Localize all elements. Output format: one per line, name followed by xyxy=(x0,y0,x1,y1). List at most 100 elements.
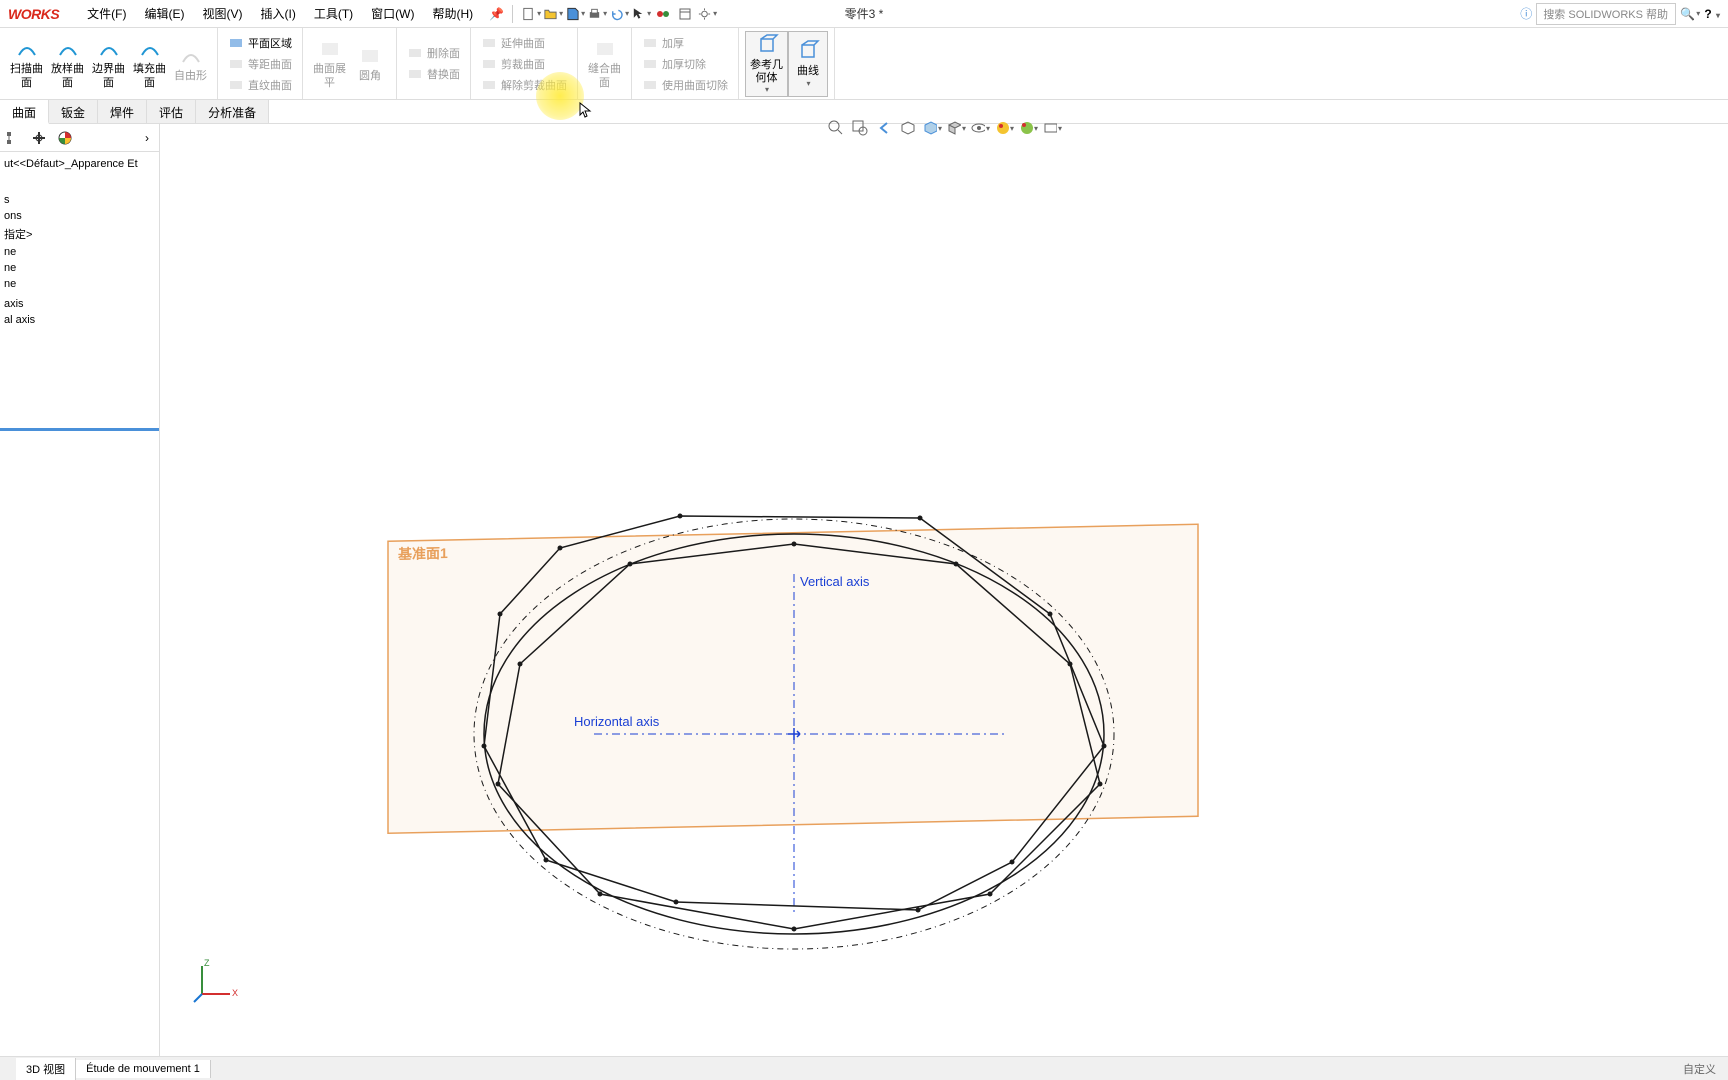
rg5-item-0: 延伸曲面 xyxy=(477,33,571,53)
select-icon[interactable]: ▾ xyxy=(631,4,651,24)
app-logo: WORKS xyxy=(0,6,67,22)
rg2-item-1: 等距曲面 xyxy=(224,54,296,74)
rebuild-icon[interactable] xyxy=(653,4,673,24)
ribbon-btn-4: 自由形 xyxy=(170,31,211,97)
settings-icon[interactable]: ▾ xyxy=(697,4,717,24)
rg7-item-2: 使用曲面切除 xyxy=(638,75,732,95)
tab-4[interactable]: 分析准备 xyxy=(196,100,269,123)
section-view-icon[interactable] xyxy=(898,118,918,138)
ribbon: 扫描曲 面放样曲 面边界曲 面填充曲 面自由形 平面区域等距曲面直纹曲面 曲面展… xyxy=(0,28,1728,100)
menu-window[interactable]: 窗口(W) xyxy=(363,1,422,26)
pin-icon[interactable]: 📌 xyxy=(489,7,504,21)
rg5-item-1: 剪裁曲面 xyxy=(477,54,571,74)
ribbon-group-region: 平面区域等距曲面直纹曲面 xyxy=(218,28,303,99)
menu-help[interactable]: 帮助(H) xyxy=(424,1,481,26)
tree-item-7[interactable]: axis xyxy=(0,296,159,312)
side-tabs: › xyxy=(0,124,159,152)
view-orient-icon[interactable]: ▾ xyxy=(922,118,942,138)
menu-view[interactable]: 视图(V) xyxy=(195,1,251,26)
tree-item-8[interactable]: al axis xyxy=(0,312,159,328)
ribbon-group-4: 删除面替换面 xyxy=(397,28,471,99)
divider xyxy=(512,5,513,23)
display-style-icon[interactable]: ▾ xyxy=(946,118,966,138)
ribbon-btn-2[interactable]: 边界曲 面 xyxy=(88,31,129,97)
ribbon-btn-1[interactable]: 放样曲 面 xyxy=(47,31,88,97)
vertical-axis-label: Vertical axis xyxy=(800,574,870,589)
rg3-btn-0: 曲面展 平 xyxy=(309,31,350,97)
bottom-tab-3dview[interactable]: 3D 视图 xyxy=(16,1058,76,1080)
edit-appearance-icon[interactable]: ▾ xyxy=(994,118,1014,138)
rg7-item-1: 加厚切除 xyxy=(638,54,732,74)
rg2-item-0[interactable]: 平面区域 xyxy=(224,33,296,53)
plane-label: 基准面1 xyxy=(398,545,448,562)
view-triad[interactable]: Z X xyxy=(190,956,240,1006)
menu-edit[interactable]: 编辑(E) xyxy=(137,1,193,26)
rg4-item-0: 删除面 xyxy=(403,43,464,63)
search-icon[interactable]: 🔍▾ xyxy=(1680,4,1700,24)
bottom-tab-motion[interactable]: Étude de mouvement 1 xyxy=(76,1060,211,1078)
model-canvas: 基准面1 Vertical axis Horizontal axis xyxy=(160,124,1728,1056)
tab-1[interactable]: 钣金 xyxy=(49,100,98,123)
bottom-tabs: 3D 视图 Étude de mouvement 1 自定义 xyxy=(0,1056,1728,1080)
ribbon-group-ref: 参考几 何体▾曲线▾ xyxy=(739,28,835,99)
tree-item-5[interactable]: ne xyxy=(0,276,159,292)
ribbon-ref-1[interactable]: 曲线▾ xyxy=(788,31,828,97)
menu-file[interactable]: 文件(F) xyxy=(79,1,134,26)
zoom-area-icon[interactable] xyxy=(850,118,870,138)
save-icon[interactable]: ▾ xyxy=(565,4,585,24)
svg-text:Z: Z xyxy=(204,958,210,968)
ribbon-ref-0[interactable]: 参考几 何体▾ xyxy=(745,31,788,97)
help-icon[interactable]: ⓘ xyxy=(1520,5,1532,22)
apply-scene-icon[interactable]: ▾ xyxy=(1018,118,1038,138)
menu-tools[interactable]: 工具(T) xyxy=(306,1,361,26)
prev-view-icon[interactable] xyxy=(874,118,894,138)
expand-arrow-icon[interactable]: › xyxy=(139,131,155,145)
tree-rollback-bar[interactable] xyxy=(0,428,159,431)
main-area: › ut<<Défaut>_Apparence Et sons指定>nenene… xyxy=(0,124,1728,1056)
ribbon-group-surface: 扫描曲 面放样曲 面边界曲 面填充曲 面自由形 xyxy=(0,28,218,99)
search-area: ⓘ 搜索 SOLIDWORKS 帮助 🔍▾ ? ▾ xyxy=(1520,3,1728,25)
tab-2[interactable]: 焊件 xyxy=(98,100,147,123)
tree-item-3[interactable]: ne xyxy=(0,244,159,260)
open-icon[interactable]: ▾ xyxy=(543,4,563,24)
hide-show-icon[interactable]: ▾ xyxy=(970,118,990,138)
ribbon-group-7: 加厚加厚切除使用曲面切除 xyxy=(632,28,739,99)
appearance-tab-icon[interactable] xyxy=(56,129,74,147)
tree-tab-icon[interactable] xyxy=(4,129,22,147)
rg6-btn-0: 缝合曲 面 xyxy=(584,31,625,97)
menubar: 文件(F) 编辑(E) 视图(V) 插入(I) 工具(T) 窗口(W) 帮助(H… xyxy=(79,1,481,26)
quick-toolbar: ▾ ▾ ▾ ▾ ▾ ▾ ▾ xyxy=(521,4,717,24)
ribbon-group-5: 延伸曲面剪裁曲面解除剪裁曲面 xyxy=(471,28,578,99)
tree-item-1[interactable]: ons xyxy=(0,208,159,224)
zoom-fit-icon[interactable] xyxy=(826,118,846,138)
menu-insert[interactable]: 插入(I) xyxy=(253,1,304,26)
tree-item-0[interactable]: s xyxy=(0,192,159,208)
view-settings-icon[interactable]: ▾ xyxy=(1042,118,1062,138)
rg5-item-2: 解除剪裁曲面 xyxy=(477,75,571,95)
new-icon[interactable]: ▾ xyxy=(521,4,541,24)
horizontal-axis-label: Horizontal axis xyxy=(574,714,660,729)
tree-root[interactable]: ut<<Défaut>_Apparence Et xyxy=(0,156,159,172)
ribbon-btn-0[interactable]: 扫描曲 面 xyxy=(6,31,47,97)
help-dropdown[interactable]: ? ▾ xyxy=(1704,7,1720,21)
tab-3[interactable]: 评估 xyxy=(147,100,196,123)
rg2-item-2: 直纹曲面 xyxy=(224,75,296,95)
rg4-item-1: 替换面 xyxy=(403,64,464,84)
svg-text:X: X xyxy=(232,988,238,998)
rg3-btn-1: 圆角 xyxy=(350,31,390,97)
tree-item-4[interactable]: ne xyxy=(0,260,159,276)
ribbon-btn-3[interactable]: 填充曲 面 xyxy=(129,31,170,97)
print-icon[interactable]: ▾ xyxy=(587,4,607,24)
tree-item-2[interactable]: 指定> xyxy=(0,224,159,244)
ribbon-group-3: 曲面展 平圆角 xyxy=(303,28,397,99)
feature-tree-panel: › ut<<Défaut>_Apparence Et sons指定>nenene… xyxy=(0,124,160,1056)
ribbon-group-6: 缝合曲 面 xyxy=(578,28,632,99)
undo-icon[interactable]: ▾ xyxy=(609,4,629,24)
tab-0[interactable]: 曲面 xyxy=(0,100,49,124)
status-text: 自定义 xyxy=(1683,1061,1728,1077)
viewport[interactable]: ▾ ▾ ▾ ▾ ▾ ▾ 基准面1 Vertical axis Horizonta… xyxy=(160,124,1728,1056)
options-icon[interactable] xyxy=(675,4,695,24)
rg7-item-0: 加厚 xyxy=(638,33,732,53)
config-tab-icon[interactable] xyxy=(30,129,48,147)
search-input[interactable]: 搜索 SOLIDWORKS 帮助 xyxy=(1536,3,1676,25)
